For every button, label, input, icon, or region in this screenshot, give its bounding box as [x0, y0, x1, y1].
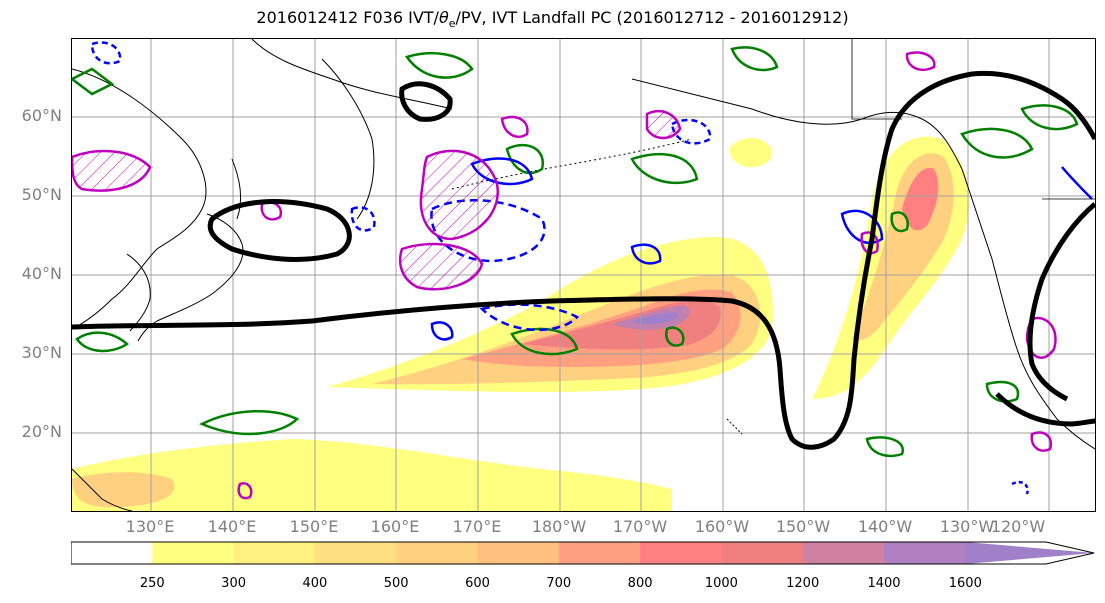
- colorbar-segment-10: [884, 542, 966, 564]
- colorbar-tick-400: 400: [302, 576, 328, 591]
- lat-label-20n: 20°N: [21, 422, 62, 441]
- colorbar-segment-2: [233, 542, 316, 564]
- ivt-shading: [72, 136, 970, 511]
- colorbar-outline: [71, 541, 1095, 565]
- lat-label-30n: 30°N: [21, 343, 62, 362]
- colorbar-tick-800: 800: [627, 576, 653, 591]
- pc-contours: [72, 70, 1095, 450]
- title-part-main: 2016012412 F036 IVT/: [256, 8, 439, 27]
- lon-label-180w: 180°W: [531, 517, 587, 536]
- colorbar-tick-1200: 1200: [786, 576, 820, 591]
- colorbar-segments: [71, 542, 1094, 564]
- lon-label-170e: 170°E: [452, 517, 502, 536]
- colorbar-extend-arrow: [965, 542, 1094, 564]
- colorbar-segment-0: [71, 542, 153, 564]
- colorbar-segment-9: [802, 542, 885, 564]
- colorbar-tick-250: 250: [139, 576, 165, 591]
- map-title: 2016012412 F036 IVT/θe/PV, IVT Landfall …: [0, 8, 1105, 30]
- pv-positive-contours: [72, 51, 1057, 500]
- coast-hawaii: [726, 418, 743, 435]
- pc-contour-baja: [995, 392, 1095, 427]
- title-part-rest: /PV, IVT Landfall PC (2016012712 - 20160…: [455, 8, 849, 27]
- colorbar-tick-1000: 1000: [704, 576, 738, 591]
- colorbar-segment-1: [152, 542, 235, 564]
- lon-label-140w: 140°W: [857, 517, 913, 536]
- gridlines: [72, 39, 1095, 511]
- title-theta: θ: [438, 8, 449, 27]
- colorbar-segment-8: [721, 542, 804, 564]
- pc-contour-west-coast: [1027, 202, 1095, 402]
- coast-japan: [137, 213, 244, 342]
- colorbar-tick-1400: 1400: [867, 576, 901, 591]
- map-canvas: [72, 39, 1095, 511]
- lon-label-130w: 130°W: [939, 517, 995, 536]
- lon-label-160w: 160°W: [694, 517, 750, 536]
- title-subscript: e: [448, 17, 456, 31]
- theta-e-contours: [72, 46, 1079, 458]
- pc-main-contour: [72, 70, 1095, 450]
- ivt-band-1600: [632, 312, 679, 325]
- coast-nw-america: [961, 168, 1095, 450]
- lon-label-130e: 130°E: [125, 517, 175, 536]
- lon-label-150e: 150°E: [289, 517, 339, 536]
- colorbar-segment-3: [314, 542, 397, 564]
- lon-label-120w: 120°W: [990, 517, 1046, 536]
- coast-east-asia: [72, 68, 207, 330]
- ivt-band-tropics-400: [72, 472, 175, 508]
- pc-closed-contour-japan: [207, 199, 352, 262]
- colorbar-tick-1600: 1600: [948, 576, 982, 591]
- colorbar-tick-300: 300: [221, 576, 246, 591]
- coast-alaska: [631, 78, 963, 170]
- lat-label-50n: 50°N: [21, 185, 62, 204]
- lon-label-140e: 140°E: [207, 517, 257, 536]
- pc-closed-contour-kamchatka: [399, 81, 453, 122]
- lat-label-40n: 40°N: [21, 264, 62, 283]
- lon-label-170w: 170°W: [612, 517, 668, 536]
- border-canada: [851, 39, 1095, 200]
- colorbar-segment-4: [396, 542, 478, 564]
- coast-kamchatka: [321, 58, 375, 220]
- coast-siberia: [251, 39, 453, 110]
- lat-label-60n: 60°N: [21, 106, 62, 125]
- colorbar-tick-600: 600: [465, 576, 490, 591]
- coast-philippines: [72, 468, 133, 511]
- colorbar-tick-500: 500: [383, 576, 409, 591]
- lon-label-150w: 150°W: [775, 517, 831, 536]
- ivt-band-tropics-250: [72, 439, 672, 511]
- colorbar-segment-6: [558, 542, 641, 564]
- colorbar-tick-700: 700: [546, 576, 572, 591]
- coast-korea: [126, 253, 151, 332]
- map-panel: [71, 38, 1096, 512]
- colorbar-segment-7: [640, 542, 722, 564]
- ivt-colorbar: [71, 541, 1095, 565]
- ivt-band-ne-800: [902, 168, 939, 231]
- ivt-band-goa: [729, 137, 773, 168]
- lon-label-160e: 160°E: [370, 517, 420, 536]
- coast-sakhalin: [231, 158, 242, 220]
- colorbar-segment-5: [477, 542, 560, 564]
